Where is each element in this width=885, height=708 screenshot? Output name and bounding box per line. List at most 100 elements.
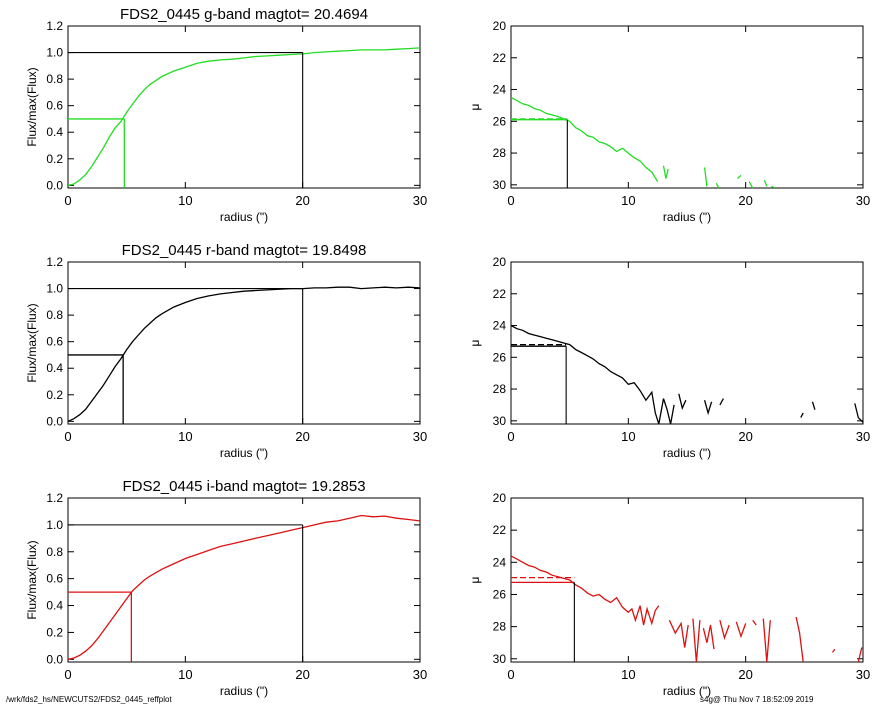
panel-title: FDS2_0445 i-band magtot= 19.2853 bbox=[122, 478, 365, 495]
y-tick-label: 30 bbox=[493, 652, 507, 666]
y-tick-label: 0.4 bbox=[46, 125, 63, 139]
x-tick-label: 20 bbox=[738, 193, 752, 208]
x-tick-label: 30 bbox=[413, 429, 427, 444]
x-tick-label: 20 bbox=[295, 667, 309, 682]
y-tick-label: 20 bbox=[493, 491, 507, 505]
profile-line bbox=[68, 514, 420, 660]
y-axis-label: μ bbox=[468, 576, 482, 583]
chart-panel-4: 0 10 20 30 0.0 0.2 0.4 0.6 0.8 1.0 1.2 radius (") Fl… bbox=[25, 478, 427, 698]
y-axis-label: μ bbox=[468, 103, 482, 110]
panel-title: FDS2_0445 g-band magtot= 20.4694 bbox=[120, 6, 368, 23]
y-tick-label: 1.0 bbox=[46, 282, 63, 296]
y-tick-label: 0.8 bbox=[46, 308, 63, 322]
profile-line bbox=[511, 98, 804, 189]
x-tick-label: 0 bbox=[507, 193, 514, 208]
y-tick-label: 0.8 bbox=[46, 72, 63, 86]
x-tick-label: 0 bbox=[64, 193, 71, 208]
x-axis-label: radius (") bbox=[220, 684, 268, 698]
data-layer bbox=[68, 286, 420, 424]
x-tick-label: 10 bbox=[178, 667, 192, 682]
y-tick-label: 0.2 bbox=[46, 625, 63, 639]
x-tick-label: 20 bbox=[738, 429, 752, 444]
plot-frame bbox=[510, 497, 864, 663]
y-tick-label: 0.0 bbox=[46, 652, 63, 666]
data-layer bbox=[68, 514, 420, 662]
x-tick-label: 10 bbox=[178, 193, 192, 208]
x-tick-label: 30 bbox=[856, 193, 870, 208]
x-tick-label: 30 bbox=[856, 429, 870, 444]
data-layer bbox=[511, 555, 863, 662]
plot-frame bbox=[67, 497, 421, 663]
x-axis-label: radius (") bbox=[663, 210, 711, 224]
y-tick-label: 1.0 bbox=[46, 518, 63, 532]
y-tick-label: 24 bbox=[493, 83, 507, 97]
y-tick-label: 1.2 bbox=[46, 491, 63, 505]
x-tick-label: 30 bbox=[413, 667, 427, 682]
y-tick-label: 0.2 bbox=[46, 152, 63, 166]
footer-file-path: /wrk/fds2_hs/NEWCUTS2/FDS2_0445_reffplot bbox=[6, 695, 172, 704]
y-tick-label: 26 bbox=[493, 114, 507, 128]
y-axis-label: Flux/max(Flux) bbox=[25, 67, 39, 146]
x-axis-label: radius (") bbox=[663, 684, 711, 698]
x-tick-label: 20 bbox=[295, 429, 309, 444]
footer-timestamp: s4g@ Thu Nov 7 18:52:09 2019 bbox=[700, 695, 814, 704]
y-tick-label: 0.2 bbox=[46, 388, 63, 402]
data-layer bbox=[511, 324, 863, 424]
x-tick-label: 20 bbox=[295, 193, 309, 208]
y-tick-label: 20 bbox=[493, 19, 507, 33]
x-tick-label: 10 bbox=[621, 429, 635, 444]
y-tick-label: 0.6 bbox=[46, 99, 63, 113]
chart-panel-5: 0 10 20 30 20 22 24 26 28 30 radius (") μ bbox=[468, 491, 870, 698]
y-tick-label: 26 bbox=[493, 587, 507, 601]
y-axis-label: μ bbox=[468, 339, 482, 346]
y-tick-label: 28 bbox=[493, 146, 507, 160]
y-tick-label: 24 bbox=[493, 555, 507, 569]
x-tick-label: 10 bbox=[621, 667, 635, 682]
profile-line bbox=[68, 286, 420, 422]
y-tick-label: 0.4 bbox=[46, 599, 63, 613]
y-tick-label: 0.0 bbox=[46, 178, 63, 192]
y-tick-label: 0.0 bbox=[46, 414, 63, 428]
chart-panel-3: 0 10 20 30 20 22 24 26 28 30 radius (") μ bbox=[468, 255, 870, 460]
y-tick-label: 24 bbox=[493, 319, 507, 333]
y-axis-label: Flux/max(Flux) bbox=[25, 303, 39, 382]
y-tick-label: 22 bbox=[493, 523, 507, 537]
profile-line bbox=[511, 324, 863, 424]
y-tick-label: 26 bbox=[493, 350, 507, 364]
x-axis-label: radius (") bbox=[220, 210, 268, 224]
y-tick-label: 30 bbox=[493, 178, 507, 192]
y-tick-label: 0.8 bbox=[46, 545, 63, 559]
y-tick-label: 1.2 bbox=[46, 255, 63, 269]
plot-frame bbox=[67, 261, 421, 425]
x-tick-label: 30 bbox=[413, 193, 427, 208]
y-tick-label: 0.6 bbox=[46, 572, 63, 586]
x-tick-label: 0 bbox=[64, 429, 71, 444]
x-tick-label: 0 bbox=[507, 667, 514, 682]
y-tick-label: 22 bbox=[493, 51, 507, 65]
x-axis-label: radius (") bbox=[663, 446, 711, 460]
chart-panel-1: 0 10 20 30 20 22 24 26 28 30 radius (") μ bbox=[468, 19, 870, 224]
profile-line bbox=[511, 555, 863, 662]
x-tick-label: 10 bbox=[178, 429, 192, 444]
y-axis-label: Flux/max(Flux) bbox=[25, 540, 39, 619]
x-tick-label: 0 bbox=[507, 429, 514, 444]
plot-frame bbox=[510, 261, 864, 425]
y-tick-label: 28 bbox=[493, 620, 507, 634]
y-tick-label: 1.2 bbox=[46, 19, 63, 33]
x-axis-label: radius (") bbox=[220, 446, 268, 460]
data-layer bbox=[68, 47, 420, 188]
plot-frame bbox=[510, 25, 864, 189]
x-tick-label: 20 bbox=[738, 667, 752, 682]
y-tick-label: 0.4 bbox=[46, 361, 63, 375]
chart-panel-2: 0 10 20 30 0.0 0.2 0.4 0.6 0.8 1.0 1.2 radius (") Fl… bbox=[25, 242, 427, 460]
x-tick-label: 30 bbox=[856, 667, 870, 682]
y-tick-label: 20 bbox=[493, 255, 507, 269]
panel-title: FDS2_0445 r-band magtot= 19.8498 bbox=[122, 242, 367, 259]
data-layer bbox=[511, 98, 804, 189]
plot-frame bbox=[67, 25, 421, 189]
chart-panel-0: 0 10 20 30 0.0 0.2 0.4 0.6 0.8 1.0 1.2 radius (") Fl… bbox=[25, 6, 427, 224]
y-tick-label: 0.6 bbox=[46, 335, 63, 349]
y-tick-label: 1.0 bbox=[46, 46, 63, 60]
y-tick-label: 30 bbox=[493, 414, 507, 428]
